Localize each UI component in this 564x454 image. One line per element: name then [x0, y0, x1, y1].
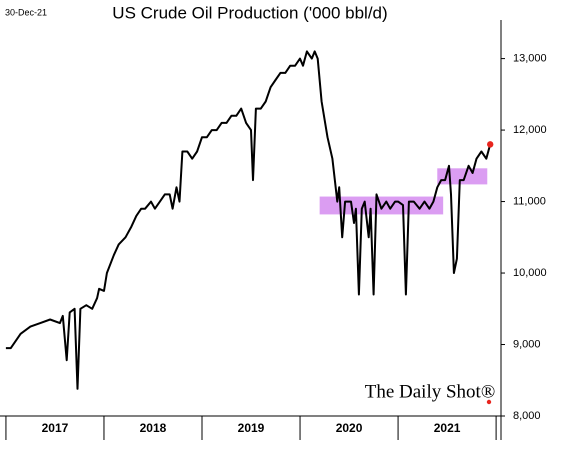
x-tick-label: 2021 — [434, 421, 461, 435]
y-tick-label: 10,000 — [513, 267, 547, 279]
highlight-box — [437, 168, 488, 185]
watermark: The Daily Shot® — [365, 381, 496, 402]
watermark-dot — [486, 399, 492, 405]
y-tick-label: 9,000 — [513, 338, 541, 350]
last-point — [487, 141, 494, 148]
x-tick-label: 2017 — [42, 421, 69, 435]
date-label: 30-Dec-21 — [5, 7, 47, 17]
chart-title: US Crude Oil Production ('000 bbl/d) — [112, 3, 387, 22]
y-tick-label: 12,000 — [513, 124, 547, 136]
y-tick-label: 8,000 — [513, 410, 541, 422]
x-tick-label: 2018 — [140, 421, 167, 435]
y-tick-label: 11,000 — [513, 195, 546, 207]
x-tick-label: 2019 — [238, 421, 265, 435]
line-series — [5, 50, 492, 390]
y-tick-label: 13,000 — [513, 52, 547, 64]
x-tick-label: 2020 — [336, 421, 363, 435]
